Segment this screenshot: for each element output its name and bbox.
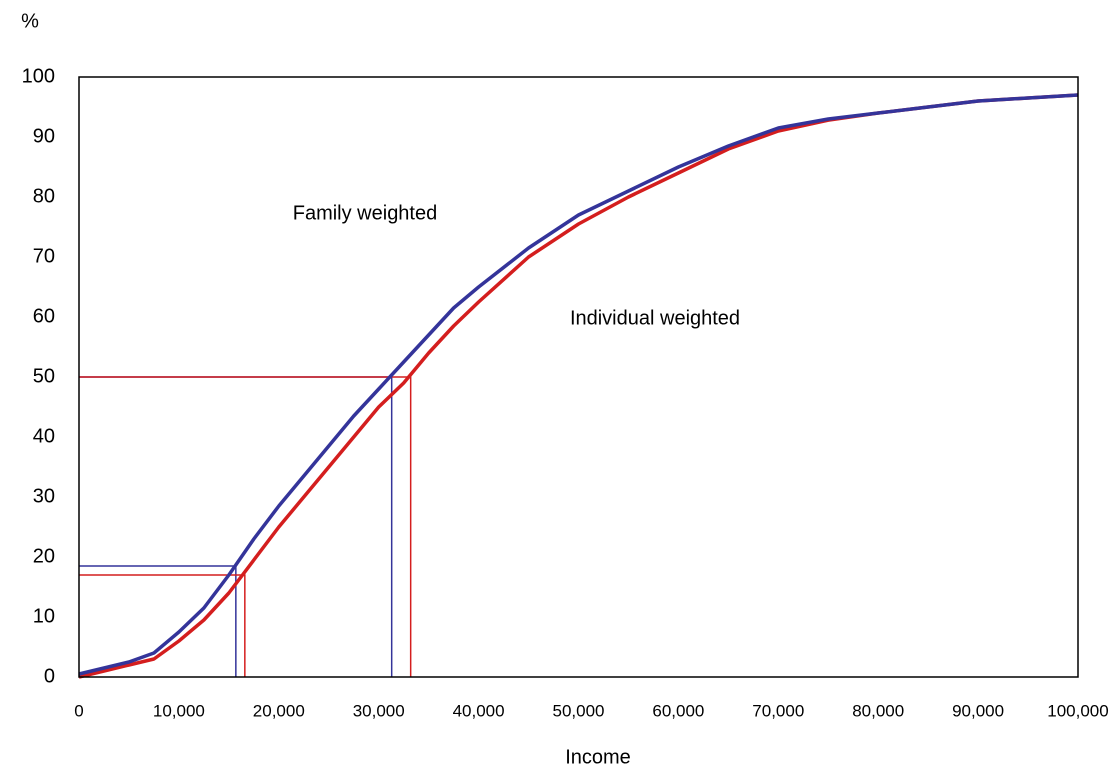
- x-tick-label: 50,000: [553, 701, 605, 720]
- x-tick-label: 20,000: [253, 701, 305, 720]
- x-tick-label: 60,000: [652, 701, 704, 720]
- y-tick-label: 60: [33, 305, 55, 327]
- series-label: Individual weighted: [570, 307, 740, 329]
- reference-line: [79, 574, 246, 677]
- y-tick-label: 50: [33, 365, 55, 387]
- x-tick-label: 80,000: [852, 701, 904, 720]
- x-tick-label: 30,000: [353, 701, 405, 720]
- y-tick-label: 40: [33, 425, 55, 447]
- y-tick-label: 30: [33, 485, 55, 507]
- x-axis-label: Income: [565, 746, 631, 768]
- x-tick-label: 100,000: [1047, 701, 1108, 720]
- y-tick-label: 80: [33, 185, 55, 207]
- y-tick-label: 20: [33, 545, 55, 567]
- reference-line: [79, 565, 237, 677]
- y-tick-label: 90: [33, 125, 55, 147]
- x-tick-label: 40,000: [453, 701, 505, 720]
- y-tick-label: 10: [33, 605, 55, 627]
- y-tick-label: 100: [22, 65, 55, 87]
- x-tick-label: 10,000: [153, 701, 205, 720]
- series-label: Family weighted: [293, 202, 438, 224]
- y-tick-label: 0: [44, 665, 55, 687]
- x-tick-label: 0: [74, 701, 83, 720]
- x-tick-label: 90,000: [952, 701, 1004, 720]
- plot-border: [78, 76, 1079, 678]
- line-series: [78, 93, 1079, 676]
- x-tick-label: 70,000: [752, 701, 804, 720]
- y-tick-label: 70: [33, 245, 55, 267]
- line-series: [78, 93, 1079, 679]
- y-axis-label: %: [21, 10, 39, 32]
